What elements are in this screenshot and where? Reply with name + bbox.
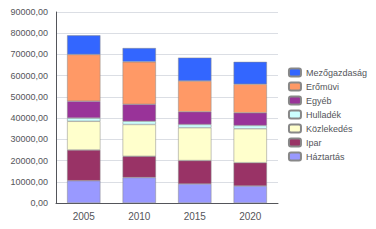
svg-text:80000,00: 80000,00 [10, 28, 48, 38]
svg-text:Háztartás: Háztartás [306, 152, 345, 162]
svg-text:60000,00: 60000,00 [10, 71, 48, 81]
svg-text:30000,00: 30000,00 [10, 134, 48, 144]
svg-text:Egyéb: Egyéb [306, 96, 332, 106]
svg-text:40000,00: 40000,00 [10, 113, 48, 123]
svg-text:Közlekedés: Közlekedés [306, 124, 353, 134]
svg-text:Ipar: Ipar [306, 138, 322, 148]
svg-text:2015: 2015 [184, 211, 207, 222]
svg-text:2020: 2020 [239, 211, 262, 222]
svg-text:90000,00: 90000,00 [10, 7, 48, 17]
svg-text:Erőmüvi: Erőmüvi [306, 82, 339, 92]
svg-text:10000,00: 10000,00 [10, 177, 48, 187]
svg-text:2005: 2005 [73, 211, 96, 222]
svg-text:2010: 2010 [128, 211, 151, 222]
svg-text:50000,00: 50000,00 [10, 92, 48, 102]
svg-text:70000,00: 70000,00 [10, 49, 48, 59]
svg-text:Hulladék: Hulladék [306, 110, 342, 120]
svg-text:0,00: 0,00 [30, 198, 48, 208]
svg-text:20000,00: 20000,00 [10, 156, 48, 166]
svg-text:Mezőgazdaság: Mezőgazdaság [306, 68, 367, 78]
